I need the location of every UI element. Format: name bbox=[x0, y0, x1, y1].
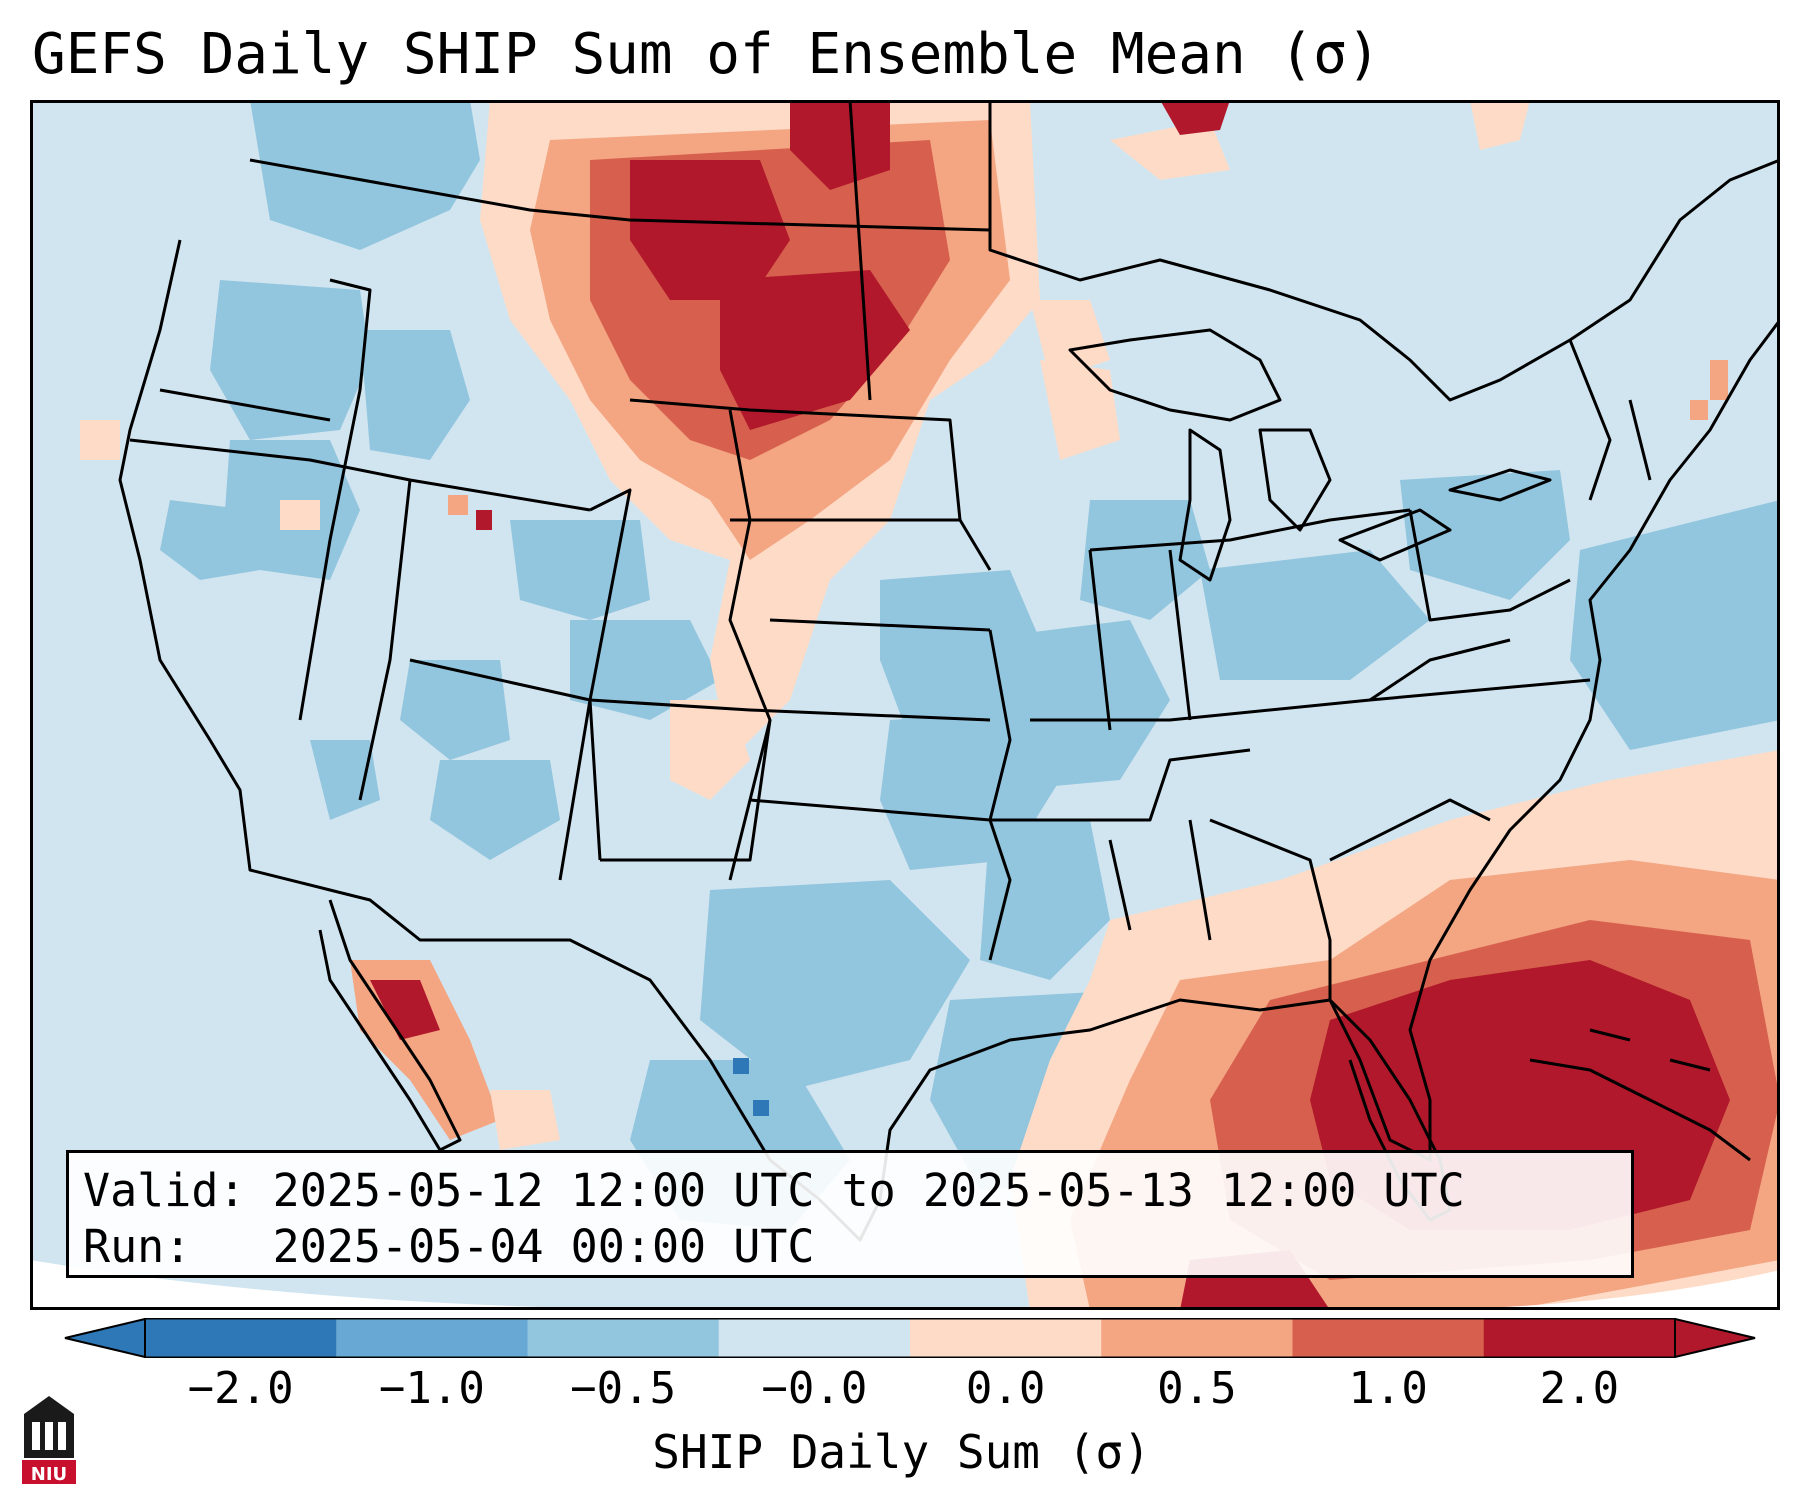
projection-edge-right bbox=[1430, 1270, 1780, 1310]
map-panel[interactable] bbox=[30, 100, 1780, 1310]
colorbar-extend-high bbox=[1674, 1318, 1756, 1358]
colorbar-segment bbox=[1483, 1319, 1676, 1357]
logo-text: NIU bbox=[31, 1464, 67, 1485]
colorbar-tick-label: −1.0 bbox=[378, 1363, 485, 1414]
colorbar-label: SHIP Daily Sum (σ) bbox=[652, 1425, 1151, 1479]
baja-positive-anomaly bbox=[350, 960, 560, 1150]
colorbar-extend-low bbox=[64, 1318, 146, 1358]
colorbar-tick-label: 0.0 bbox=[965, 1363, 1046, 1414]
boundary-lines bbox=[118, 100, 1780, 1242]
colorbar-segment bbox=[145, 1319, 337, 1357]
colorbar-segment bbox=[1101, 1319, 1293, 1357]
colorbar-tick-label: 0.5 bbox=[1157, 1363, 1237, 1414]
valid-time-line: Valid: 2025-05-12 12:00 UTC to 2025-05-1… bbox=[83, 1164, 1465, 1217]
page-title: GEFS Daily SHIP Sum of Ensemble Mean (σ) bbox=[32, 22, 1381, 87]
colorbar-tick-label: 2.0 bbox=[1539, 1363, 1620, 1414]
colorbar bbox=[64, 1318, 1756, 1358]
colorbar-tick-label: 1.0 bbox=[1348, 1363, 1428, 1414]
colorbar-segment bbox=[527, 1319, 720, 1357]
colorbar-segment bbox=[1292, 1319, 1485, 1357]
negative-anomaly-areas bbox=[160, 100, 1780, 1230]
colorbar-outline bbox=[144, 1318, 1676, 1358]
map-border bbox=[30, 100, 1780, 1310]
colorbar-ticks: −2.0 −1.0 −0.5 −0.0 0.0 0.5 1.0 2.0 bbox=[0, 1360, 1803, 1420]
university-seal-icon: NIU bbox=[22, 1396, 76, 1485]
colorbar-tick-label: −0.0 bbox=[761, 1363, 868, 1414]
western-positive-spots bbox=[80, 100, 1728, 800]
colorbar-segment bbox=[910, 1319, 1102, 1357]
colorbar-segment bbox=[718, 1319, 911, 1357]
colorbar-segment bbox=[336, 1319, 528, 1357]
run-time-line: Run: 2025-05-04 00:00 UTC bbox=[83, 1220, 815, 1273]
colorbar-tick-label: −0.5 bbox=[570, 1363, 677, 1414]
colorbar-tick-label: −2.0 bbox=[187, 1363, 294, 1414]
map-canvas bbox=[30, 100, 1780, 1310]
projection-edge-left bbox=[30, 1260, 730, 1310]
valid-run-info-box: Valid: 2025-05-12 12:00 UTC to 2025-05-1… bbox=[66, 1150, 1634, 1278]
strong-negative-spots bbox=[733, 1058, 769, 1116]
colorbar-segments bbox=[64, 1318, 1756, 1358]
